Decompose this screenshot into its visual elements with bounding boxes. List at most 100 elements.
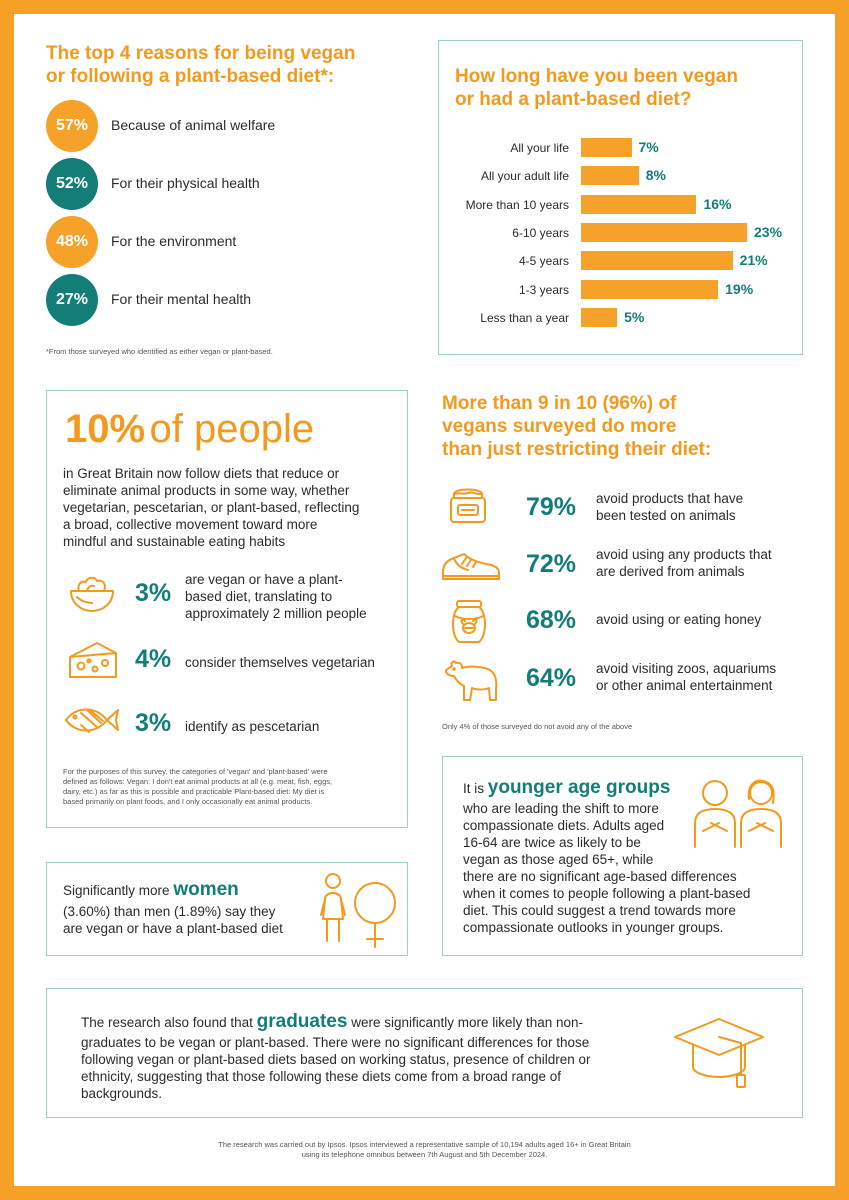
vegetarian-text: consider themselves vegetarian [185, 655, 375, 670]
reasons-title-line1: The top 4 reasons for being vegan [46, 43, 356, 64]
duration-chart-box: How long have you been vegan or had a pl… [438, 40, 803, 355]
bar [581, 194, 697, 214]
bar-value-label: 7% [638, 139, 659, 155]
bar [581, 166, 639, 186]
ten-percent-box: 10% of people in Great Britain now follo… [46, 390, 408, 828]
chart-title-line1: How long have you been vegan [455, 66, 738, 87]
woman-icon [320, 873, 396, 948]
graduates-highlight: graduates [256, 1011, 348, 1032]
graduates-line: graduates to be vegan or plant-based. Th… [81, 1035, 590, 1050]
graduates-line: ethnicity, suggesting that those followi… [81, 1069, 562, 1084]
tested-pct: 79% [526, 493, 577, 521]
bar-value-label: 23% [754, 223, 783, 240]
reasons-footnote: *From those surveyed who identified as e… [46, 347, 273, 356]
younger-line: compassionate diets. Adults aged [463, 818, 665, 833]
more-line: avoid products that have [596, 491, 744, 506]
women-line2: (3.60%) than men (1.89%) say they [63, 904, 276, 919]
pescetarian-text: identify as pescetarian [185, 719, 320, 734]
more-line: avoid visiting zoos, aquariums [596, 661, 777, 676]
vegan-text: are vegan or have a plant- based diet, t… [185, 571, 405, 622]
younger-highlight: younger age groups [487, 777, 671, 798]
bar-category-label: 1-3 years [518, 282, 569, 297]
reason-text-4: For their mental health [111, 291, 252, 307]
graduates-line: backgrounds. [81, 1086, 163, 1101]
younger-line: vegan as those aged 65+, while [463, 852, 654, 867]
more-title-line: vegans surveyed do more [442, 416, 677, 437]
desc-line: a broad, collective movement toward more [63, 517, 318, 532]
tested-text: avoid products that have been tested on … [596, 490, 816, 524]
more-title-line: than just restricting their diet: [442, 439, 712, 460]
stat-line: based diet, translating to [185, 589, 333, 604]
women-pre: Significantly more [63, 883, 170, 898]
graduates-post: were significantly more likely than non- [351, 1015, 584, 1030]
reasons-title-line2: or following a plant-based diet*: [46, 66, 335, 87]
bar-category-label: All your life [510, 141, 569, 155]
salad-bowl-icon [70, 576, 114, 612]
definition-note: For the purposes of this survey, the cat… [63, 767, 403, 807]
younger-line: when it comes to people following a plan… [463, 886, 751, 901]
younger-line: compassionate outlooks in younger groups… [463, 920, 724, 935]
infographic-page: The top 4 reasons for being vegan or fol… [14, 14, 835, 1186]
reason-circle-4: 27% [46, 274, 98, 326]
women-first-line: Significantly more women [63, 879, 239, 900]
chart-title-line2: or had a plant-based diet? [455, 89, 692, 110]
ten-percent-headline: 10% of people [65, 407, 314, 452]
derived-text: avoid using any products that are derive… [596, 546, 816, 580]
bar-value-label: 19% [725, 280, 754, 297]
note-line: based primarily on plant foods, and I on… [63, 797, 313, 806]
vegetarian-pct: 4% [135, 645, 172, 673]
footer-line2: using its telephone omnibus between 7th … [301, 1150, 548, 1159]
big-percent-rest: of people [149, 407, 315, 451]
bar-category-label: More than 10 years [465, 197, 569, 212]
stat-line: approximately 2 million people [185, 606, 367, 621]
bar [581, 279, 719, 299]
bear-icon [445, 660, 498, 701]
bar-value-label: 8% [645, 167, 666, 184]
fish-icon [65, 708, 119, 733]
women-highlight: women [173, 879, 239, 900]
reason-text-2: For their physical health [111, 175, 260, 191]
people-icon [694, 779, 782, 848]
note-line: For the purposes of this survey, the cat… [63, 767, 328, 776]
more-line: avoid using any products that [596, 547, 772, 562]
bar-chart: All your life 7% All your adult life 8% More… [439, 41, 804, 356]
bar-value-label: 21% [739, 252, 768, 269]
reason-circle-1: 57% [46, 100, 98, 152]
bar-category-label: 6-10 years [512, 225, 569, 240]
reason-text-3: For the environment [111, 233, 237, 249]
bar-category-label: Less than a year [480, 310, 569, 325]
bar [581, 138, 632, 157]
reason-text-1: Because of animal welfare [111, 117, 276, 133]
more-title: More than 9 in 10 (96%) of vegans survey… [442, 392, 822, 461]
more-line: or other animal entertainment [596, 678, 773, 693]
honey-jar-icon [452, 600, 486, 643]
graduates-pre: The research also found that [81, 1015, 253, 1030]
more-line: are derived from animals [596, 564, 745, 579]
desc-line: eliminate animal products in some way, w… [63, 483, 350, 498]
stat-line: are vegan or have a plant- [185, 572, 343, 587]
women-box: Significantly more women (3.60%) than me… [46, 862, 408, 956]
more-title-line: More than 9 in 10 (96%) of [442, 393, 677, 414]
honey-pct: 68% [526, 606, 577, 634]
honey-text: avoid using or eating honey [596, 612, 762, 627]
cheese-icon [69, 642, 117, 678]
ten-percent-description: in Great Britain now follow diets that r… [63, 465, 403, 550]
younger-text: who are leading the shift to more compas… [463, 800, 803, 936]
younger-line: 16-64 are twice as likely to be [463, 835, 641, 850]
younger-line: there are no significant age-based diffe… [463, 869, 737, 884]
note-line: dairy, etc.) as far as this is possible … [63, 787, 325, 796]
bar [581, 307, 618, 327]
graduation-cap-icon [674, 1018, 764, 1088]
desc-line: in Great Britain now follow diets that r… [63, 466, 340, 481]
derived-pct: 72% [526, 550, 577, 578]
desc-line: vegetarian, pescetarian, or plant-based,… [63, 500, 360, 515]
shoe-icon [442, 553, 500, 580]
bar-value-label: 5% [624, 308, 645, 325]
cosmetic-jar-icon [450, 488, 486, 523]
younger-pre: It is [463, 781, 485, 796]
younger-box: It is younger age groups who are leading… [442, 756, 803, 956]
chart-title: How long have you been vegan or had a pl… [455, 65, 795, 111]
younger-line: diet. This could suggest a trend towards… [463, 903, 736, 918]
reason-circle-2: 52% [46, 158, 98, 210]
bar-value-label: 16% [703, 195, 732, 212]
